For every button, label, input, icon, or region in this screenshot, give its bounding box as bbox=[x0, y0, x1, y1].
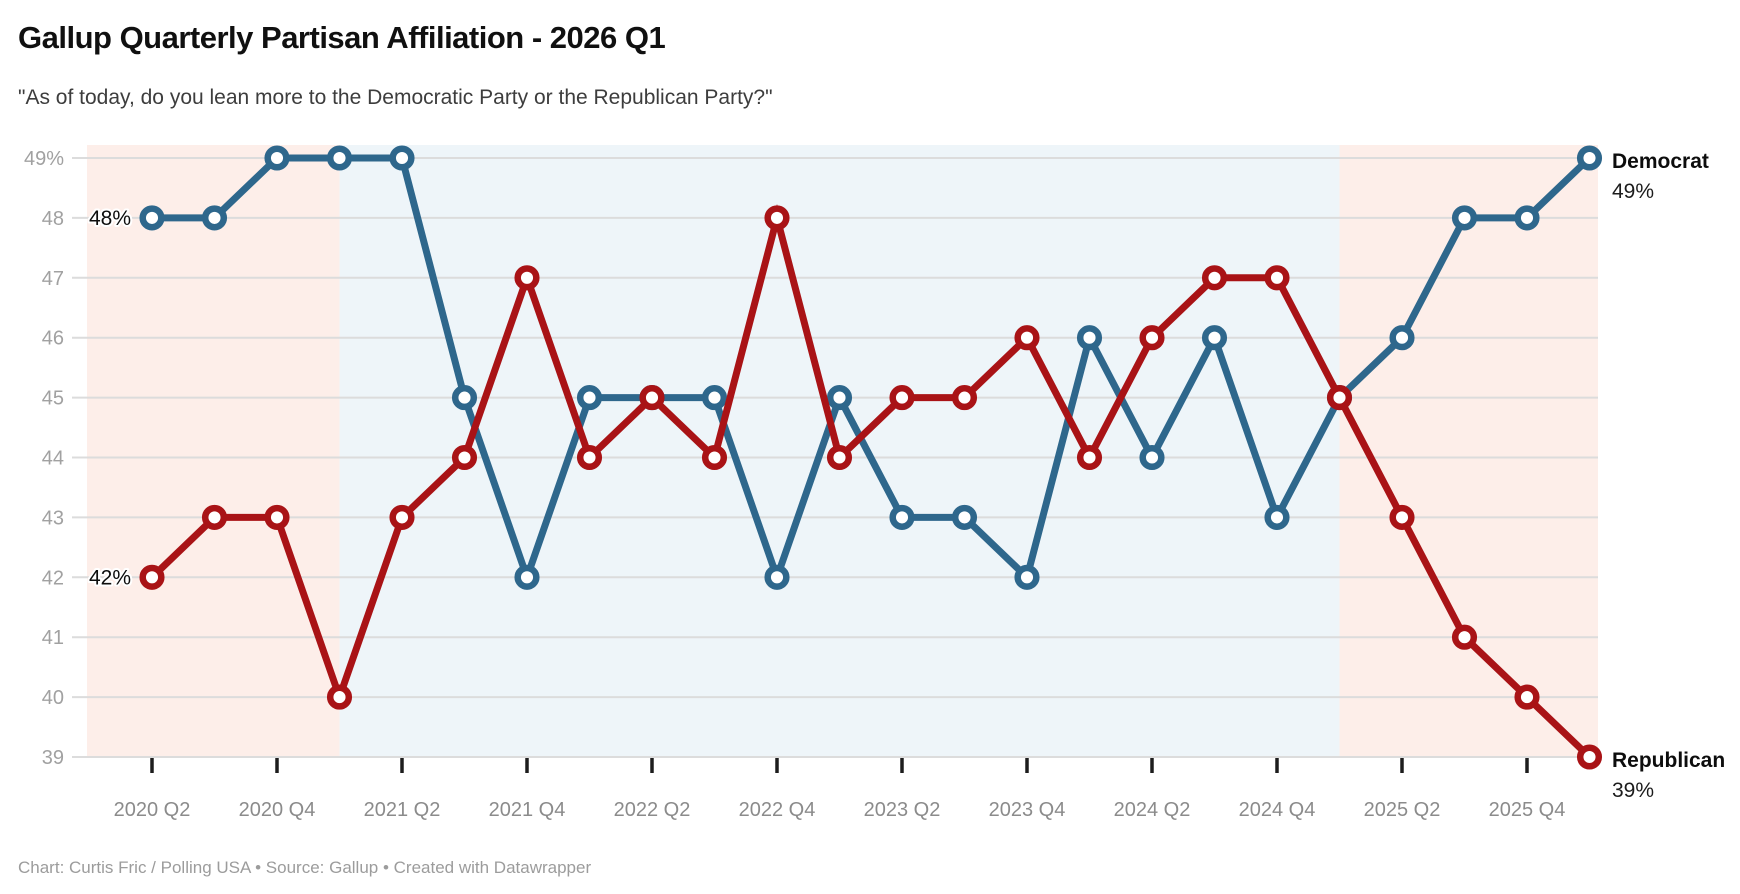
democrat-marker bbox=[326, 145, 353, 171]
republican-marker bbox=[1514, 684, 1540, 710]
y-axis-label: 42 bbox=[42, 567, 64, 589]
republican-marker bbox=[1451, 624, 1478, 650]
republican-marker bbox=[1326, 385, 1353, 411]
republican-marker bbox=[701, 444, 728, 471]
democrat-marker bbox=[1201, 325, 1228, 351]
republican-marker bbox=[514, 265, 540, 291]
democrat-marker bbox=[389, 145, 415, 171]
page-title: Gallup Quarterly Partisan Affiliation - … bbox=[18, 20, 666, 55]
democrat-marker bbox=[1576, 145, 1603, 171]
democrat-marker bbox=[764, 564, 790, 590]
x-axis-label: 2023 Q2 bbox=[864, 799, 941, 821]
y-axis-label: 47 bbox=[42, 268, 64, 290]
democrat-marker bbox=[1014, 564, 1040, 590]
republican-marker bbox=[201, 504, 228, 530]
democrat-marker bbox=[1451, 205, 1478, 231]
democrat-marker bbox=[576, 385, 603, 411]
democrat-marker bbox=[514, 564, 540, 590]
footer-credit: Chart: Curtis Fric / Polling USA • Sourc… bbox=[18, 858, 592, 877]
republican-marker bbox=[1076, 444, 1103, 471]
x-axis-label: 2025 Q4 bbox=[1489, 799, 1566, 821]
republican-marker bbox=[826, 444, 853, 471]
republican-line bbox=[148, 204, 1593, 761]
x-axis-label: 2020 Q4 bbox=[239, 799, 316, 821]
republican-marker bbox=[326, 684, 353, 710]
y-axis-label: 40 bbox=[42, 687, 64, 709]
democrat-marker bbox=[1076, 325, 1103, 351]
republican-marker bbox=[139, 564, 165, 590]
plot-band bbox=[1339, 145, 1598, 757]
democrat-marker bbox=[826, 385, 853, 411]
y-axis-label: 46 bbox=[42, 328, 64, 350]
republican-marker bbox=[1014, 325, 1040, 351]
democrat-marker bbox=[951, 504, 978, 530]
democrat-marker bbox=[201, 205, 228, 231]
republican-marker bbox=[1264, 265, 1290, 291]
x-axis-label: 2023 Q4 bbox=[989, 799, 1066, 821]
republican-marker bbox=[389, 504, 415, 530]
republican-start-value-label: 42% bbox=[89, 566, 131, 589]
y-axis-label: 49% bbox=[24, 148, 64, 170]
democrat-start-value-label: 48% bbox=[89, 207, 131, 230]
y-axis-label: 44 bbox=[42, 448, 64, 470]
y-axis-label: 41 bbox=[42, 627, 64, 649]
democrat-marker bbox=[889, 504, 915, 530]
democrat-marker bbox=[1389, 325, 1415, 351]
democrat-marker bbox=[1264, 504, 1290, 530]
x-axis-label: 2021 Q2 bbox=[364, 799, 441, 821]
democrat-end-value-label: 49% bbox=[1612, 180, 1654, 203]
democrat-end-name-label: Democrat bbox=[1612, 150, 1709, 173]
y-axis-label: 48 bbox=[42, 208, 64, 230]
republican-marker bbox=[764, 205, 790, 231]
democrat-marker bbox=[701, 385, 728, 411]
republican-marker bbox=[1201, 265, 1228, 291]
x-axis-label: 2021 Q4 bbox=[489, 799, 566, 821]
x-axis-label: 2020 Q2 bbox=[114, 799, 191, 821]
republican-marker bbox=[1139, 325, 1165, 351]
x-axis-label: 2022 Q4 bbox=[739, 799, 816, 821]
democrat-marker bbox=[139, 205, 165, 231]
republican-marker bbox=[639, 385, 665, 411]
y-axis-label: 45 bbox=[42, 388, 64, 410]
republican-marker bbox=[1576, 744, 1603, 770]
republican-marker bbox=[951, 385, 978, 411]
y-axis-label: 43 bbox=[42, 507, 64, 529]
x-axis-label: 2024 Q2 bbox=[1114, 799, 1191, 821]
democrat-marker bbox=[264, 145, 290, 171]
y-axis-label: 39 bbox=[42, 747, 64, 769]
republican-marker bbox=[264, 504, 290, 530]
x-axis-label: 2025 Q2 bbox=[1364, 799, 1441, 821]
democrat-marker bbox=[1139, 444, 1165, 471]
page-subtitle: "As of today, do you lean more to the De… bbox=[18, 86, 773, 109]
republican-end-value-label: 39% bbox=[1612, 779, 1654, 802]
democrat-marker bbox=[1514, 205, 1540, 231]
x-axis-label: 2024 Q4 bbox=[1239, 799, 1316, 821]
republican-end-name-label: Republican bbox=[1612, 749, 1725, 772]
republican-marker bbox=[451, 444, 478, 471]
republican-marker bbox=[889, 385, 915, 411]
republican-marker bbox=[576, 444, 603, 471]
republican-marker bbox=[1389, 504, 1415, 530]
x-axis-label: 2022 Q2 bbox=[614, 799, 691, 821]
plot-band bbox=[87, 145, 340, 757]
democrat-marker bbox=[451, 385, 478, 411]
